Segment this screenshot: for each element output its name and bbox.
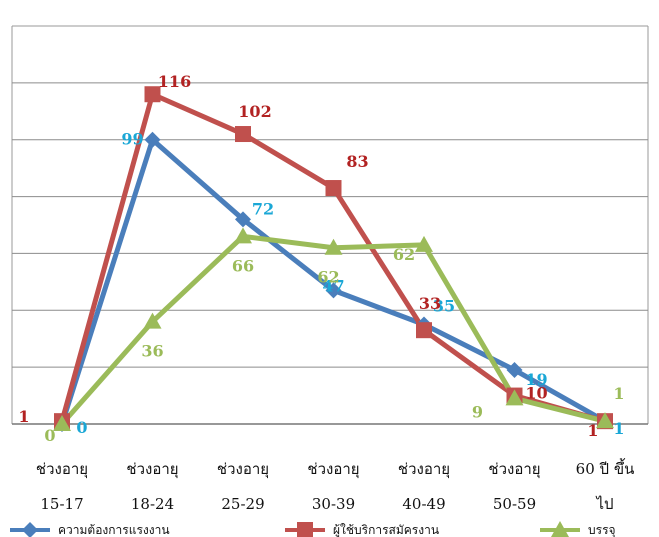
data-label: 1 bbox=[587, 421, 598, 440]
legend-label: ผู้ใช้บริการสมัครงาน bbox=[333, 523, 439, 537]
category-label: 25-29 bbox=[221, 495, 264, 513]
data-label: 62 bbox=[317, 268, 339, 287]
data-label: 10 bbox=[525, 384, 547, 403]
legend-label: บรรจุ bbox=[588, 523, 616, 537]
data-point bbox=[144, 131, 161, 148]
data-label: 1 bbox=[613, 419, 624, 438]
category-label: 50-59 bbox=[493, 495, 536, 513]
data-label: 83 bbox=[346, 152, 368, 171]
data-point bbox=[416, 322, 432, 339]
data-label: 116 bbox=[158, 72, 191, 91]
category-label: 15-17 bbox=[40, 495, 83, 513]
data-point bbox=[506, 361, 523, 378]
category-label: ช่วงอายุ bbox=[488, 460, 540, 479]
data-point bbox=[235, 211, 251, 228]
data-point bbox=[53, 415, 71, 431]
category-label: ช่วงอายุ bbox=[398, 460, 450, 479]
category-label: 30-39 bbox=[312, 495, 355, 513]
legend-label: ความต้องการแรงงาน bbox=[58, 523, 170, 537]
data-point bbox=[505, 389, 524, 406]
data-label: 66 bbox=[232, 256, 254, 275]
data-point bbox=[235, 126, 251, 143]
legend: ความต้องการแรงงาน ผู้ใช้บริการสมัครงาน บรร… bbox=[10, 521, 616, 537]
category-label: 18-24 bbox=[131, 495, 174, 513]
data-label: 72 bbox=[252, 199, 274, 218]
category-label: 40-49 bbox=[402, 495, 445, 513]
category-label: ช่วงอายุ bbox=[126, 460, 178, 479]
data-label: 9 bbox=[472, 402, 483, 421]
data-label: 1 bbox=[613, 384, 624, 403]
category-label: ช่วงอายุ bbox=[307, 460, 359, 479]
data-label: 62 bbox=[393, 245, 415, 264]
data-point bbox=[325, 180, 342, 197]
legend-swatch-marker bbox=[297, 522, 313, 537]
data-point bbox=[325, 282, 342, 299]
data-label: 99 bbox=[121, 130, 143, 149]
data-label: 1 bbox=[18, 407, 29, 426]
data-point bbox=[596, 412, 614, 429]
data-label: 102 bbox=[238, 102, 271, 121]
category-label: ช่วงอายุ bbox=[36, 460, 88, 479]
data-label: 0 bbox=[76, 418, 87, 437]
legend-swatch-marker bbox=[22, 522, 38, 537]
category-label: ช่วงอายุ bbox=[217, 460, 269, 479]
category-label: ไป bbox=[595, 495, 613, 513]
data-label: 19 bbox=[525, 370, 547, 389]
data-point bbox=[234, 227, 252, 244]
data-label: 36 bbox=[141, 342, 163, 361]
data-label: 35 bbox=[433, 297, 455, 316]
category-labels: ช่วงอายุ 15-17 ช่วงอายุ 18-24 ช่วงอายุ 25-29 ช… bbox=[36, 458, 634, 513]
legend-swatch-marker bbox=[551, 521, 569, 537]
data-point bbox=[415, 235, 433, 252]
data-point bbox=[324, 238, 343, 255]
series-markers bbox=[53, 86, 614, 432]
data-point bbox=[143, 312, 162, 329]
data-label: 0 bbox=[44, 426, 55, 445]
data-label: 33 bbox=[419, 294, 441, 313]
data-label: 47 bbox=[322, 276, 344, 295]
data-point bbox=[144, 86, 161, 103]
category-label: 60 ปี ขึ้น bbox=[576, 458, 635, 478]
